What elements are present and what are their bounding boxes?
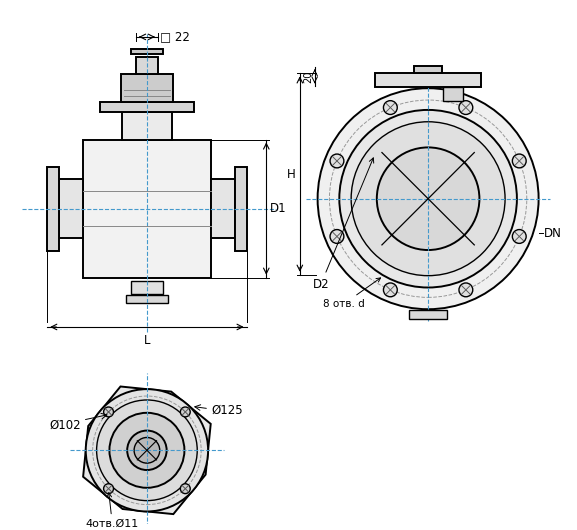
Bar <box>443 87 463 101</box>
Circle shape <box>351 122 505 276</box>
Bar <box>136 57 158 74</box>
Circle shape <box>339 110 517 287</box>
Bar <box>211 179 235 238</box>
Text: D1: D1 <box>270 202 287 215</box>
Circle shape <box>317 88 538 309</box>
Bar <box>131 280 163 295</box>
Circle shape <box>134 437 160 463</box>
Bar <box>100 102 194 112</box>
Bar <box>121 74 173 102</box>
Bar <box>235 166 246 251</box>
Text: 8 отв. d: 8 отв. d <box>323 278 381 309</box>
Circle shape <box>86 389 208 511</box>
Bar <box>47 166 59 251</box>
Text: Ø125: Ø125 <box>211 404 243 417</box>
Text: H: H <box>287 167 296 181</box>
Polygon shape <box>83 386 211 514</box>
Circle shape <box>96 400 197 501</box>
Text: 20: 20 <box>304 70 314 83</box>
Circle shape <box>459 283 473 297</box>
Circle shape <box>459 101 473 114</box>
Circle shape <box>377 147 479 250</box>
Circle shape <box>104 484 114 493</box>
Text: □ 22: □ 22 <box>160 30 190 43</box>
Bar <box>83 139 211 278</box>
Text: L: L <box>144 334 150 347</box>
Circle shape <box>384 101 397 114</box>
Circle shape <box>512 154 526 168</box>
Circle shape <box>127 430 167 470</box>
Text: D2: D2 <box>313 158 374 290</box>
Bar <box>414 66 442 74</box>
Circle shape <box>384 283 397 297</box>
Bar <box>375 74 481 87</box>
Circle shape <box>181 407 190 417</box>
Bar <box>122 112 171 139</box>
Circle shape <box>512 229 526 243</box>
Text: Ø102: Ø102 <box>49 419 81 431</box>
Circle shape <box>330 229 344 243</box>
Bar <box>59 179 83 238</box>
Bar <box>131 49 163 54</box>
Circle shape <box>104 407 114 417</box>
Circle shape <box>330 154 344 168</box>
Text: DN: DN <box>544 227 561 240</box>
Circle shape <box>181 484 190 493</box>
Bar <box>409 310 447 319</box>
Circle shape <box>110 413 185 488</box>
Bar <box>126 295 168 303</box>
Text: 4отв.Ø11: 4отв.Ø11 <box>86 493 139 529</box>
